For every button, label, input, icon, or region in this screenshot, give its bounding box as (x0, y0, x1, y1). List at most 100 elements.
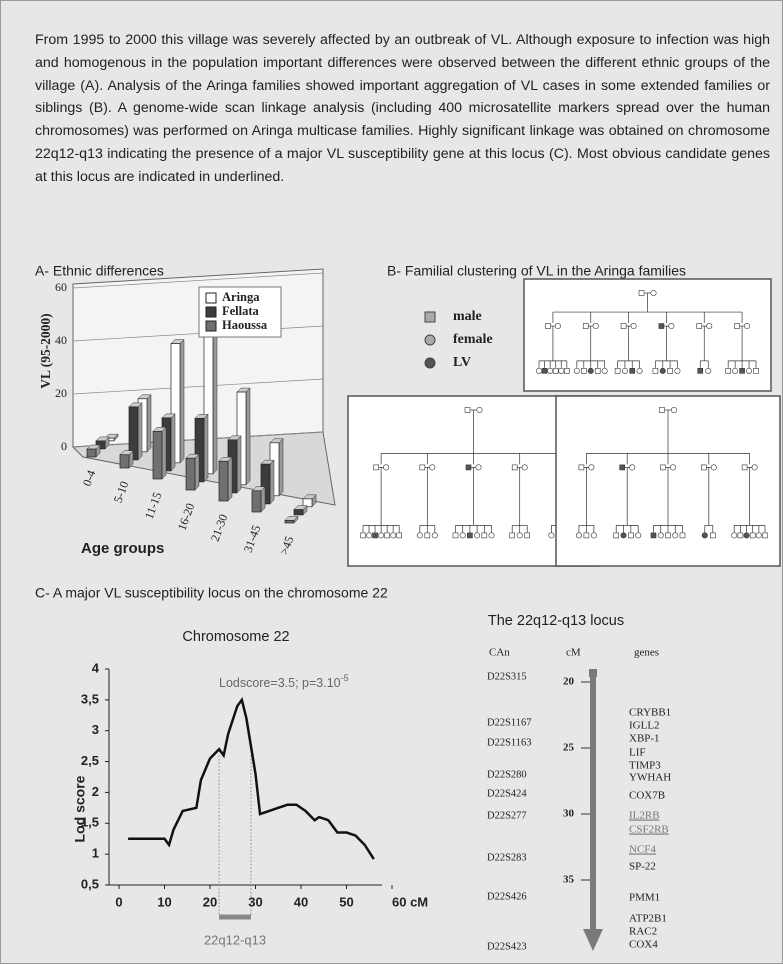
y-tick-label: 40 (55, 333, 67, 347)
pedigree-male (541, 368, 548, 374)
pedigree-male (583, 532, 590, 539)
bar (152, 430, 163, 480)
pedigree-female (378, 532, 385, 539)
locus-title: The 22q12-q13 locus (488, 613, 624, 629)
x-tick-label: 50 (339, 894, 353, 909)
annotation-text: Lodscore=3.5; p=3.10 (219, 676, 341, 690)
x-tick-label: 31-45 (241, 523, 264, 554)
gene-label: SP-22 (629, 861, 656, 873)
x-tick-label: 30 (248, 894, 262, 909)
locus-header: CAn (489, 647, 510, 659)
bar (119, 454, 130, 469)
pedigree-female (732, 367, 739, 374)
locus-arrow-cap (589, 669, 597, 677)
pedigree-male (619, 464, 626, 471)
pedigree-male (564, 368, 570, 374)
x-tick-label: 10 (157, 894, 171, 909)
pedigree-male (660, 464, 666, 471)
pedigree-female (668, 323, 675, 330)
legend-symbol (424, 334, 436, 346)
pedigree-male (652, 368, 659, 374)
bar-side (245, 387, 251, 486)
pedigree-male (396, 532, 403, 539)
legend-label: female (453, 332, 493, 347)
cm-tick-label: 35 (563, 874, 575, 886)
gene-label: CRYBB1 (629, 707, 671, 719)
pedigree-male (737, 532, 744, 539)
pedigree-female (459, 532, 466, 539)
bar-side (227, 456, 233, 502)
x-tick-label: 11-15 (142, 490, 165, 521)
gene-label: ATP2B1 (629, 913, 667, 925)
pedigree-male (509, 532, 516, 539)
pedigree-female (620, 532, 627, 539)
y-tick-label: 3,5 (81, 691, 99, 706)
legend-swatch (205, 292, 217, 304)
pedigree-female (547, 367, 554, 374)
x-tick-label: >45 (277, 534, 297, 556)
pedigree-male (614, 368, 621, 374)
panel-b-title: B- Familial clustering of VL in the Arin… (387, 263, 686, 279)
marker-label: D22S1163 (487, 737, 532, 748)
pedigree-male (372, 532, 378, 539)
pedigree-male (582, 323, 589, 329)
marker-label: D22S424 (487, 788, 527, 799)
pedigree-male (384, 532, 390, 539)
pedigree-male (373, 464, 379, 471)
pedigree-male (465, 464, 472, 471)
x-axis-label: Age groups (81, 540, 164, 557)
pedigree-female (588, 464, 595, 471)
pedigree-male (580, 368, 587, 374)
intro-text: From 1995 to 2000 this village was sever… (35, 32, 770, 185)
pedigree-male (709, 532, 716, 539)
pedigree-female (650, 289, 657, 296)
pedigree-female (476, 406, 483, 413)
marker-label: D22S283 (487, 852, 527, 863)
pedigree-male (552, 368, 559, 374)
lod-curve (128, 696, 375, 860)
y-axis-label: VL (95-2000) (38, 313, 53, 388)
marker-label: D22S280 (487, 769, 527, 780)
legend-label: Fellata (222, 304, 260, 318)
bar-side (260, 486, 266, 513)
y-tick-label: 20 (55, 386, 67, 400)
x-tick-label: 16-20 (175, 501, 198, 532)
pedigree-male (511, 464, 518, 471)
pedigree-female (590, 532, 597, 539)
pedigree-male (697, 368, 704, 374)
pedigree-female (535, 367, 542, 374)
pedigree-male (696, 323, 703, 329)
pedigree-female (383, 464, 390, 471)
y-tick-label: 2 (92, 784, 99, 799)
y-tick-label: 60 (55, 280, 67, 294)
pedigree-female (674, 367, 681, 374)
gene-label: LIF (629, 747, 646, 759)
pedigree-female (670, 406, 677, 413)
panel-a-title: A- Ethnic differences (35, 263, 164, 279)
bar-side (137, 402, 143, 461)
pedigree-female (751, 464, 758, 471)
marker-label: D22S1167 (487, 717, 532, 728)
pedigree-male (545, 323, 551, 329)
pedigree-male (628, 532, 634, 539)
bar-side (212, 323, 218, 475)
pedigree-female (755, 532, 762, 539)
marker-label: D22S426 (487, 891, 527, 902)
bar (170, 343, 181, 464)
pedigree-female (558, 367, 565, 374)
pedigree-male (360, 532, 366, 539)
pedigree-male (613, 532, 620, 539)
pedigree-female (488, 532, 495, 539)
x-tick-label: 5-10 (111, 479, 132, 504)
gene-label: PMM1 (629, 892, 660, 904)
pedigree-female (516, 532, 523, 539)
gene-label: RAC2 (629, 926, 657, 938)
pedigree-male (638, 290, 645, 296)
locus-header: cM (566, 647, 581, 659)
pedigree-male (762, 532, 768, 539)
y-axis-label: Lod score (72, 775, 88, 842)
pedigree-male (700, 464, 707, 471)
locus-header: genes (634, 647, 659, 659)
